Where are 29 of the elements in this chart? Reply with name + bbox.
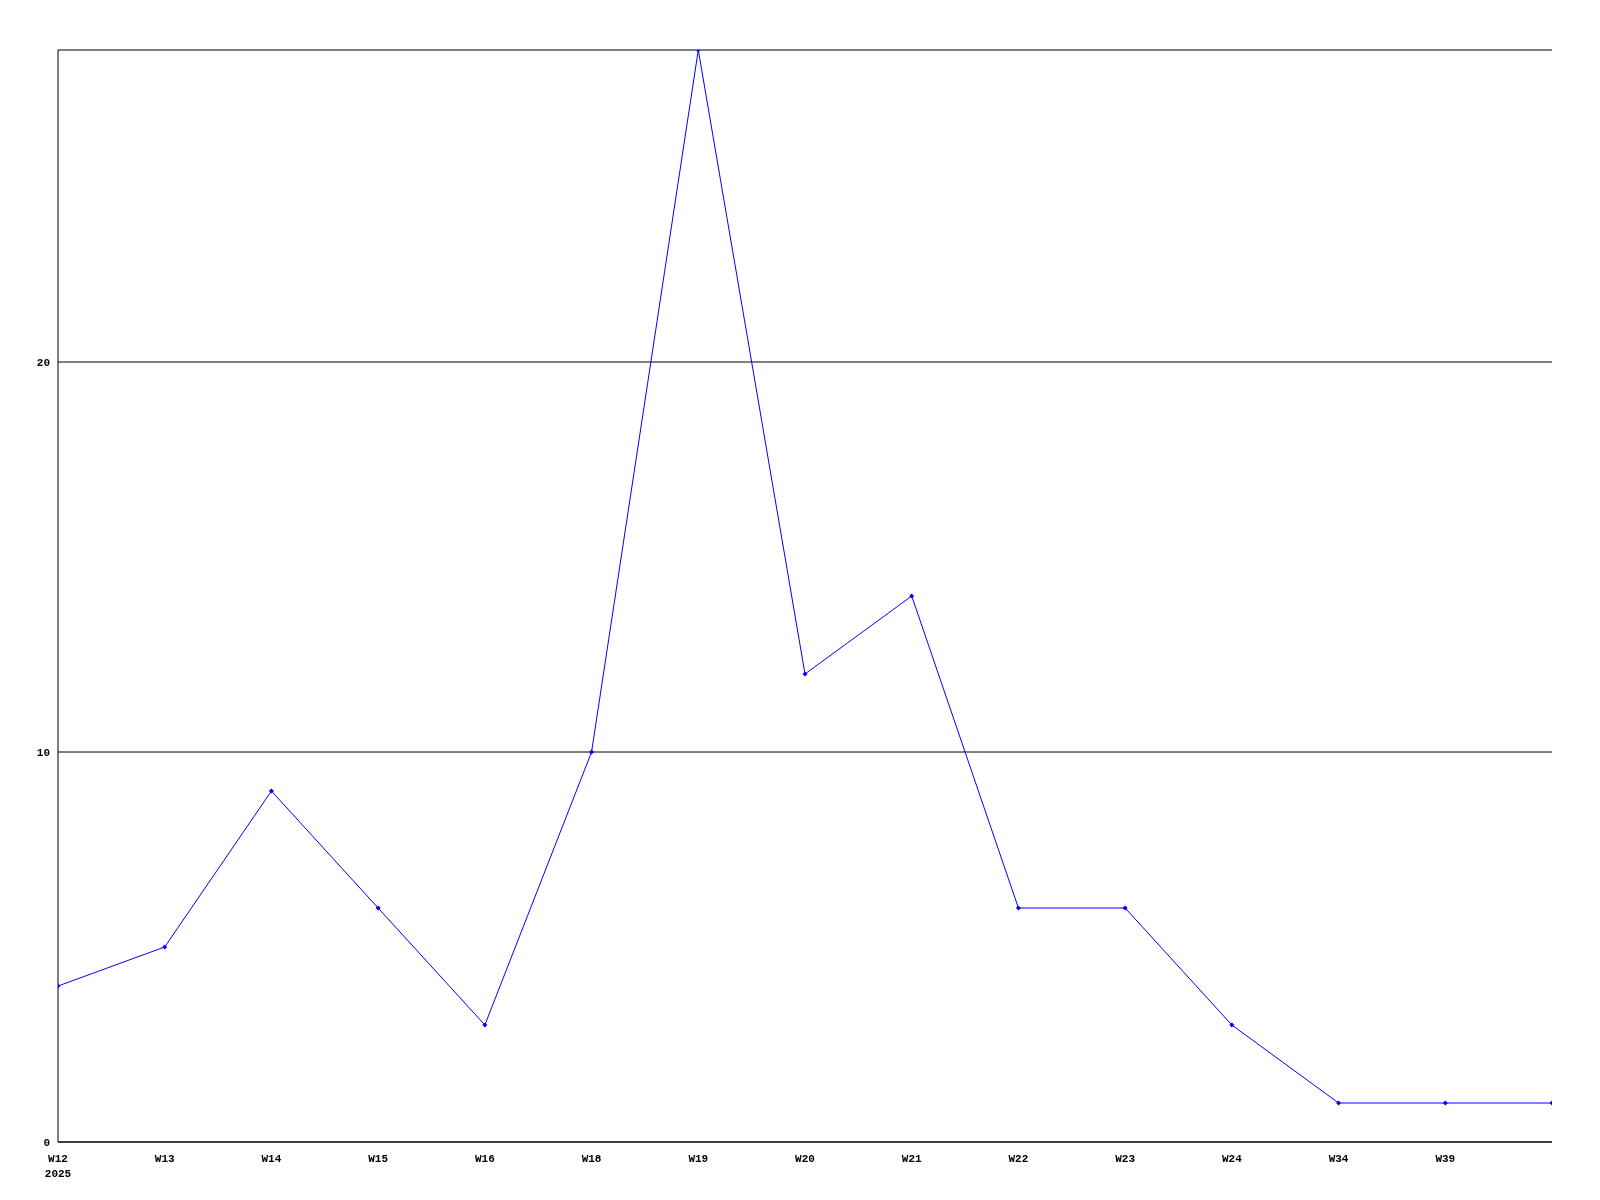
point (268, 788, 274, 794)
point (589, 749, 595, 755)
x-tick-label: W16 (474, 1153, 495, 1165)
point (802, 671, 808, 677)
point (162, 944, 168, 950)
point (909, 593, 915, 599)
y-tick-label: 0 (43, 1136, 50, 1149)
point (1442, 1100, 1448, 1106)
x-tick-label: W18 (581, 1153, 602, 1165)
point (1336, 1100, 1342, 1106)
x-tick-label: W15 (368, 1153, 389, 1165)
y-tick-label: 10 (36, 746, 50, 759)
x-tick-label: W39 (1435, 1153, 1456, 1165)
x-tick-label: W20 (795, 1153, 815, 1165)
point (1015, 905, 1021, 911)
x-tick-label: W14 (261, 1153, 282, 1165)
point (1229, 1022, 1235, 1028)
x-tick-label: W21 (901, 1153, 923, 1165)
y-tick-label: 20 (36, 356, 50, 369)
x-tick-label: W19 (688, 1153, 709, 1165)
point (1122, 905, 1128, 911)
x-tick-label: W24 (1221, 1153, 1243, 1165)
x-tick-label: W12 2025 (44, 1153, 72, 1180)
x-tick-label: W34 (1328, 1153, 1349, 1165)
x-tick-label: W23 (1115, 1153, 1136, 1165)
point (482, 1022, 488, 1028)
x-tick-label: W13 (154, 1153, 176, 1165)
point (375, 905, 381, 911)
x-tick-label: W22 (1008, 1153, 1029, 1165)
